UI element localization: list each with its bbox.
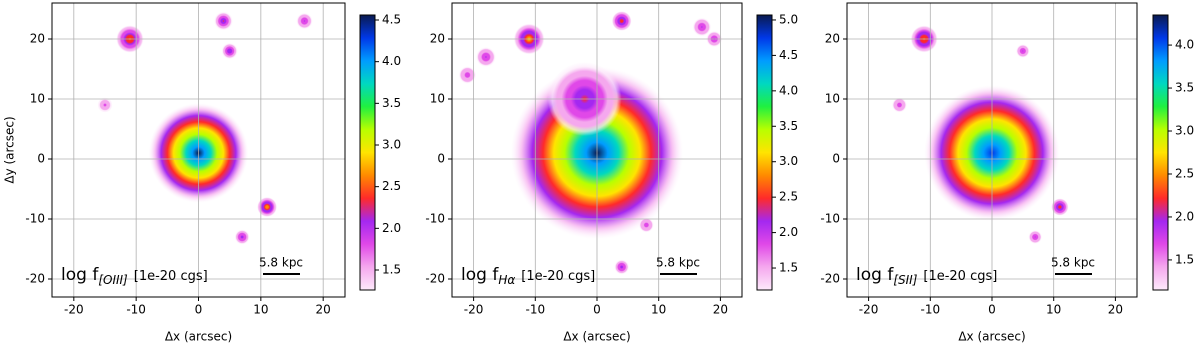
y-tick-label: 0 — [437, 152, 445, 166]
annotation-suffix: [1e-20 cgs] — [134, 269, 208, 284]
emission-source — [257, 197, 278, 217]
map-annotation: log f[OIII] [1e-20 cgs] — [61, 265, 208, 287]
annotation-suffix: [1e-20 cgs] — [923, 269, 997, 284]
scalebar-label: 5.8 kpc — [656, 256, 700, 270]
colorbar-tick-label: 5.0 — [779, 12, 798, 26]
emission-source — [1028, 230, 1042, 244]
x-tick-label: 10 — [651, 303, 666, 317]
annotation-prefix: log f — [61, 265, 99, 285]
emission-source — [97, 97, 113, 113]
colorbar-tick-label: 1.5 — [382, 263, 401, 277]
y-tick-label: 20 — [430, 32, 445, 46]
y-tick-label: 10 — [825, 92, 840, 106]
annotation-prefix: log f — [856, 265, 894, 285]
colorbar-tick-label: 1.5 — [779, 261, 798, 275]
x-tick-label: 0 — [195, 303, 203, 317]
annotation-subscript: Hα — [498, 273, 515, 287]
emission-source — [458, 66, 477, 84]
image-layer — [847, 3, 1137, 297]
emission-source — [234, 229, 250, 245]
map-annotation: log fHα [1e-20 cgs] — [461, 265, 595, 287]
colorbar-tick-label: 3.0 — [1175, 124, 1194, 138]
x-tick-label: 10 — [253, 303, 268, 317]
colorbar-tick-label: 2.0 — [1175, 209, 1194, 223]
colorbar-tick-label: 3.5 — [779, 119, 798, 133]
x-tick-label: -10 — [920, 303, 940, 317]
y-axis-label: Δy (arcsec) — [3, 116, 17, 183]
colorbar-tick-label: 2.0 — [382, 221, 401, 235]
map-annotation: log f[SII] [1e-20 cgs] — [856, 265, 997, 287]
colorbar-tick-label: 1.5 — [1175, 252, 1194, 266]
x-axis-label: Δx (arcsec) — [563, 330, 630, 344]
y-tick-label: -10 — [820, 212, 840, 226]
colorbar-tick-label: 3.0 — [382, 138, 401, 152]
y-tick-label: -10 — [425, 212, 445, 226]
x-axis-label: Δx (arcsec) — [958, 330, 1025, 344]
y-tick-label: 0 — [832, 152, 840, 166]
colorbar-tick-label: 4.5 — [382, 13, 401, 27]
y-tick-label: -20 — [820, 272, 840, 286]
x-tick-label: 20 — [1108, 303, 1123, 317]
colorbar-tick-label: 2.0 — [779, 225, 798, 239]
image-layer — [452, 3, 742, 297]
x-axis-label: Δx (arcsec) — [165, 330, 232, 344]
scalebar-label: 5.8 kpc — [259, 256, 303, 270]
colorbar-tick-label: 4.0 — [382, 54, 401, 68]
colorbar-tick-label: 4.5 — [779, 48, 798, 62]
image-layer — [52, 3, 345, 297]
x-tick-label: -10 — [525, 303, 545, 317]
colorbar-tick-label: 2.5 — [779, 190, 798, 204]
y-tick-label: -20 — [425, 272, 445, 286]
colorbar — [1152, 14, 1169, 291]
x-tick-label: 20 — [713, 303, 728, 317]
x-tick-label: -20 — [464, 303, 484, 317]
colorbar-tick-label: 2.5 — [1175, 166, 1194, 180]
y-tick-label: 10 — [430, 92, 445, 106]
annotation-prefix: log f — [461, 265, 499, 285]
x-tick-label: 0 — [988, 303, 996, 317]
y-tick-label: -10 — [25, 212, 45, 226]
emission-source — [611, 11, 632, 31]
emission-source — [1051, 198, 1069, 216]
x-tick-label: -10 — [126, 303, 146, 317]
emission-source — [214, 11, 233, 31]
emission-source — [1016, 44, 1030, 58]
colorbar-tick-label: 3.5 — [382, 96, 401, 110]
emission-source — [221, 42, 238, 60]
x-tick-label: 0 — [593, 303, 601, 317]
y-tick-label: 0 — [37, 152, 45, 166]
colorbar-tick-label: 4.0 — [1175, 38, 1194, 52]
x-tick-label: 10 — [1046, 303, 1061, 317]
x-tick-label: -20 — [859, 303, 879, 317]
y-tick-label: 20 — [30, 32, 45, 46]
x-tick-label: -20 — [64, 303, 84, 317]
colorbar-tick-label: 3.0 — [779, 154, 798, 168]
x-tick-label: 20 — [316, 303, 331, 317]
colorbar — [359, 14, 376, 291]
y-tick-label: -20 — [25, 272, 45, 286]
annotation-subscript: [SII] — [893, 273, 917, 287]
y-tick-label: 20 — [825, 32, 840, 46]
emission-source — [476, 47, 496, 67]
emission-source — [692, 17, 712, 37]
colorbar-tick-label: 3.5 — [1175, 81, 1194, 95]
colorbar-tick-label: 2.5 — [382, 179, 401, 193]
emission-source — [892, 97, 907, 113]
emission-source — [638, 217, 654, 233]
emission-source — [296, 12, 313, 30]
scalebar-label: 5.8 kpc — [1051, 256, 1095, 270]
annotation-subscript: [OIII] — [98, 273, 128, 287]
annotation-suffix: [1e-20 cgs] — [521, 269, 595, 284]
y-tick-label: 10 — [30, 92, 45, 106]
colorbar — [756, 14, 773, 291]
emission-source — [614, 259, 630, 275]
colorbar-tick-label: 4.0 — [779, 83, 798, 97]
